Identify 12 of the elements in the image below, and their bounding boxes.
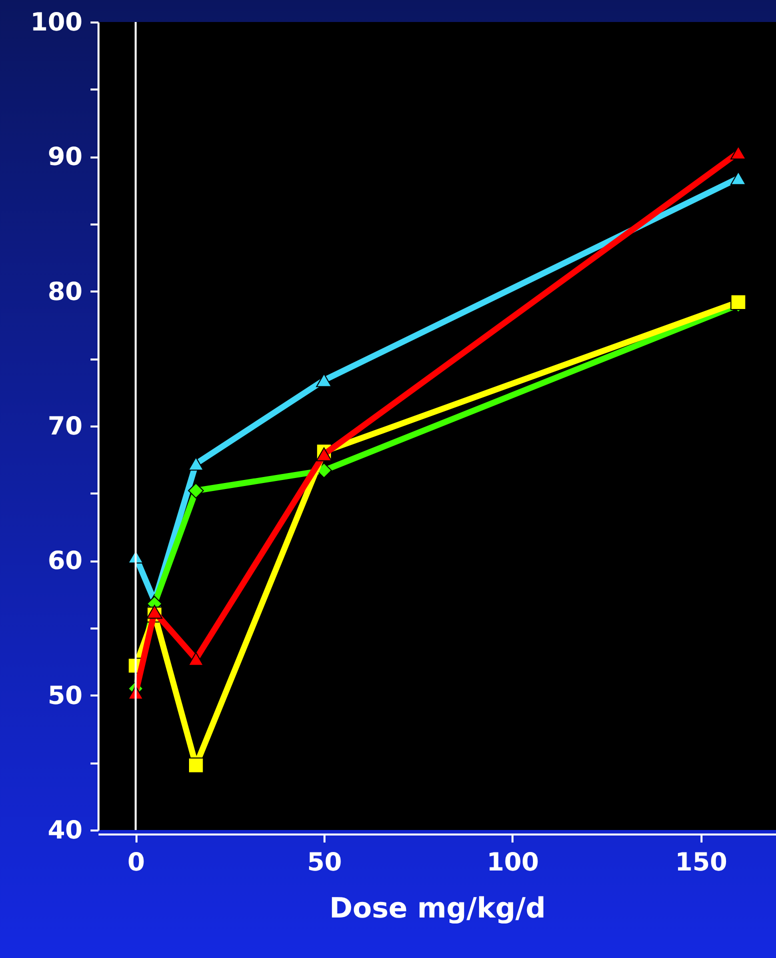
x-tick-label: 150	[675, 848, 728, 876]
x-axis-title: Dose mg/kg/d	[329, 892, 546, 924]
x-tick-label: 0	[127, 848, 145, 876]
y-tick-label: 70	[48, 412, 82, 440]
y-tick-label: 40	[48, 816, 82, 844]
y-tick-label: 80	[48, 276, 82, 306]
y-tick-label: 90	[48, 142, 82, 172]
y-tick-label: 50	[48, 680, 82, 710]
y-tick-label: 60	[48, 546, 82, 576]
y-tick-label: 100	[30, 8, 82, 36]
x-tick-label: 50	[307, 848, 342, 876]
x-tick-label: 100	[486, 848, 539, 876]
